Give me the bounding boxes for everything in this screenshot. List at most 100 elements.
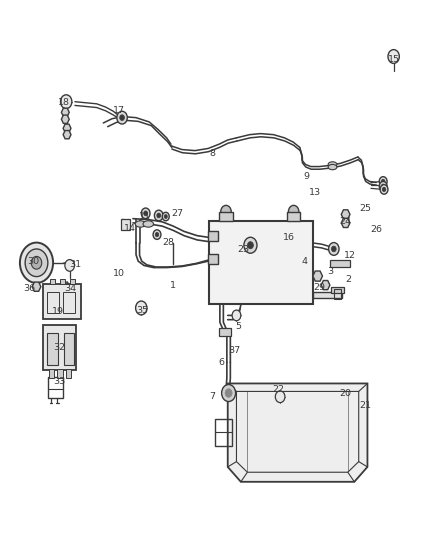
Circle shape (381, 184, 385, 188)
Polygon shape (341, 219, 350, 228)
Circle shape (117, 111, 127, 124)
Bar (57, 368, 63, 378)
Text: 24: 24 (339, 217, 352, 226)
Circle shape (328, 243, 339, 255)
Text: 25: 25 (359, 204, 371, 213)
Bar (208, 231, 218, 241)
Polygon shape (32, 282, 41, 292)
Bar (43, 284, 81, 319)
Circle shape (25, 249, 48, 277)
Circle shape (20, 243, 53, 283)
Circle shape (153, 230, 161, 239)
Ellipse shape (328, 162, 337, 167)
Text: 3: 3 (327, 268, 333, 276)
Text: 29: 29 (314, 283, 325, 292)
Text: 5: 5 (236, 321, 242, 330)
Polygon shape (63, 131, 71, 139)
Text: 16: 16 (283, 233, 295, 242)
Circle shape (247, 241, 254, 249)
Bar (47, 333, 58, 365)
Circle shape (276, 391, 285, 402)
Bar (215, 419, 232, 446)
Text: 19: 19 (51, 307, 64, 316)
Bar (208, 254, 218, 264)
Bar (121, 219, 131, 230)
Text: 30: 30 (28, 257, 39, 265)
Circle shape (332, 246, 336, 252)
Text: 34: 34 (64, 284, 77, 293)
Text: 35: 35 (137, 305, 148, 314)
Text: 13: 13 (309, 188, 321, 197)
Text: 33: 33 (53, 377, 66, 386)
Text: 27: 27 (172, 209, 184, 218)
Bar (60, 279, 65, 284)
Text: 32: 32 (53, 343, 66, 352)
Text: 28: 28 (163, 238, 175, 247)
Circle shape (144, 211, 148, 216)
Ellipse shape (328, 165, 337, 169)
Bar (64, 333, 74, 365)
Circle shape (244, 237, 257, 253)
Text: 15: 15 (388, 55, 399, 63)
Text: 26: 26 (370, 225, 382, 234)
Bar (330, 260, 350, 266)
Text: 12: 12 (344, 252, 356, 260)
Polygon shape (63, 124, 71, 132)
Circle shape (222, 384, 236, 401)
Text: 21: 21 (359, 401, 371, 410)
Polygon shape (61, 115, 69, 123)
Circle shape (155, 232, 159, 237)
Text: 20: 20 (339, 389, 352, 398)
Bar (49, 368, 54, 378)
Text: 8: 8 (209, 149, 215, 158)
Bar (50, 279, 55, 284)
Text: 23: 23 (237, 245, 249, 254)
Circle shape (136, 301, 147, 315)
Circle shape (381, 179, 385, 183)
Text: 14: 14 (124, 224, 135, 233)
Bar (219, 328, 231, 336)
Text: 36: 36 (23, 284, 35, 293)
Ellipse shape (135, 221, 146, 227)
Text: 4: 4 (301, 257, 307, 265)
Text: 7: 7 (209, 392, 215, 401)
Bar (219, 212, 233, 221)
Bar (334, 289, 341, 300)
Polygon shape (313, 271, 322, 281)
Bar (70, 279, 75, 284)
Bar (208, 221, 313, 304)
Text: 2: 2 (345, 275, 351, 284)
Bar (48, 376, 63, 398)
Circle shape (65, 260, 74, 271)
Text: 37: 37 (228, 346, 240, 355)
Bar (331, 287, 344, 293)
Polygon shape (61, 282, 70, 292)
Text: 1: 1 (170, 280, 176, 289)
Circle shape (379, 181, 387, 191)
Text: 17: 17 (113, 106, 124, 115)
Circle shape (120, 115, 124, 120)
Text: 6: 6 (218, 358, 224, 367)
Bar (47, 292, 59, 313)
Circle shape (380, 184, 388, 194)
Circle shape (157, 213, 161, 218)
Text: 10: 10 (113, 270, 124, 278)
Bar (313, 292, 342, 298)
Circle shape (382, 187, 386, 191)
Text: 22: 22 (272, 385, 284, 394)
Polygon shape (228, 383, 367, 482)
Bar (43, 325, 76, 370)
Circle shape (225, 389, 232, 397)
Ellipse shape (143, 221, 153, 227)
Polygon shape (61, 108, 69, 117)
Circle shape (31, 256, 42, 269)
Polygon shape (321, 280, 330, 290)
Circle shape (141, 208, 150, 219)
Circle shape (162, 212, 169, 221)
Circle shape (60, 95, 72, 109)
Bar (66, 368, 71, 378)
Circle shape (232, 310, 241, 321)
Text: 31: 31 (69, 260, 81, 269)
Circle shape (288, 205, 299, 218)
Circle shape (379, 176, 387, 186)
